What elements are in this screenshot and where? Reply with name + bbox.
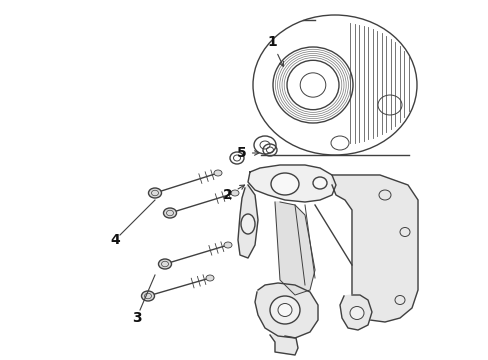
Text: 4: 4 (110, 233, 120, 247)
Ellipse shape (224, 242, 231, 248)
Ellipse shape (163, 208, 176, 218)
Ellipse shape (141, 291, 154, 301)
Ellipse shape (312, 177, 326, 189)
Text: 5: 5 (237, 146, 259, 160)
Text: 1: 1 (266, 35, 283, 66)
Text: 3: 3 (132, 311, 142, 325)
Ellipse shape (270, 173, 298, 195)
Ellipse shape (269, 296, 299, 324)
Ellipse shape (241, 214, 254, 234)
Ellipse shape (148, 188, 161, 198)
Polygon shape (339, 295, 371, 330)
Polygon shape (274, 202, 314, 295)
Ellipse shape (349, 306, 363, 320)
Polygon shape (331, 175, 417, 322)
Ellipse shape (378, 190, 390, 200)
Ellipse shape (214, 170, 222, 176)
Polygon shape (238, 185, 258, 258)
Ellipse shape (399, 228, 409, 237)
Ellipse shape (230, 190, 239, 196)
Polygon shape (254, 283, 317, 338)
Ellipse shape (278, 303, 291, 316)
Ellipse shape (394, 296, 404, 305)
Polygon shape (247, 165, 335, 202)
Ellipse shape (205, 275, 214, 281)
Ellipse shape (158, 259, 171, 269)
Polygon shape (269, 335, 297, 355)
Text: 2: 2 (223, 185, 244, 202)
